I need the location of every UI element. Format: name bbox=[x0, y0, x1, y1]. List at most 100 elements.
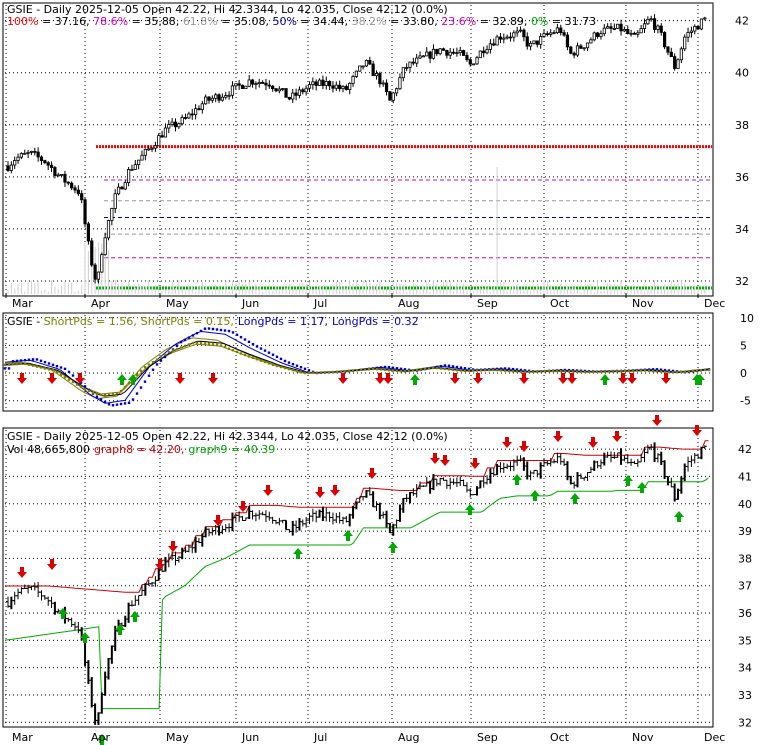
oscillator-marker bbox=[19, 359, 23, 362]
signal-arrow-sell bbox=[553, 431, 563, 442]
oscillator-arrows bbox=[17, 373, 705, 385]
candle-body bbox=[210, 97, 214, 101]
oscillator-arrow bbox=[128, 374, 138, 385]
signal-arrow-buy bbox=[293, 548, 303, 559]
oscillator-marker bbox=[623, 369, 627, 373]
oscillator-marker bbox=[159, 359, 163, 362]
oscillator-marker bbox=[51, 363, 55, 367]
oscillator-marker bbox=[287, 361, 291, 364]
candle-body bbox=[116, 186, 121, 195]
signal-arrow-sell bbox=[519, 441, 529, 452]
candle-body bbox=[673, 56, 677, 69]
candle-body bbox=[455, 52, 459, 55]
oscillator-marker bbox=[627, 369, 631, 373]
candle-body bbox=[230, 85, 235, 96]
oscillator-marker bbox=[63, 367, 67, 371]
oscillator-marker bbox=[151, 360, 155, 364]
oscillator-marker bbox=[123, 385, 127, 389]
candle-body bbox=[130, 168, 134, 171]
candle-body bbox=[147, 148, 151, 151]
oscillator-arrow bbox=[117, 374, 127, 385]
candle-body bbox=[585, 42, 590, 49]
oscillator-marker bbox=[211, 342, 215, 346]
oscillator-marker bbox=[427, 367, 431, 370]
oscillator-marker bbox=[31, 364, 35, 367]
candle-body bbox=[29, 150, 34, 153]
signal-arrow-buy bbox=[637, 482, 647, 493]
oscillator-marker bbox=[219, 328, 223, 332]
oscillator-marker bbox=[447, 368, 451, 371]
bar-subheader: Vol 48,665,800 graph8 = 42.20, graph9 = 40… bbox=[7, 443, 275, 456]
candle-body bbox=[689, 30, 694, 33]
oscillator-marker bbox=[147, 363, 151, 366]
fib-legend-label: 38.2% bbox=[352, 15, 387, 28]
oscillator-marker bbox=[111, 404, 115, 407]
oscillator-marker bbox=[671, 371, 675, 374]
oscillator-marker bbox=[579, 370, 583, 374]
oscillator-marker bbox=[95, 395, 99, 399]
candle-body bbox=[183, 117, 188, 119]
candle-body bbox=[234, 83, 238, 87]
oscillator-marker bbox=[239, 352, 243, 355]
candle-body bbox=[522, 29, 526, 38]
oscillator-marker bbox=[199, 329, 203, 333]
oscillator-marker bbox=[227, 329, 231, 333]
oscillator-marker bbox=[459, 369, 463, 372]
oscillator-marker bbox=[35, 365, 39, 368]
candle-body bbox=[100, 254, 104, 273]
oscillator-marker bbox=[543, 370, 547, 373]
signal-arrow-buy bbox=[512, 474, 522, 485]
signal-arrow-sell bbox=[17, 567, 27, 578]
oscillator-marker bbox=[191, 341, 195, 345]
candle-body bbox=[173, 121, 178, 128]
candle-body bbox=[13, 160, 17, 166]
signal-arrow-sell bbox=[315, 487, 325, 498]
candle-body bbox=[153, 145, 157, 149]
candle-body bbox=[569, 46, 573, 54]
signal-arrow-sell bbox=[263, 485, 273, 496]
candle-body bbox=[324, 81, 328, 86]
oscillator-marker bbox=[551, 369, 555, 373]
oscillator-marker bbox=[603, 370, 607, 373]
candle-body bbox=[398, 77, 402, 90]
oscillator-marker bbox=[511, 367, 515, 371]
candle-body bbox=[197, 108, 201, 111]
oscillator-marker bbox=[255, 358, 259, 361]
oscillator-marker bbox=[331, 370, 335, 374]
candle-body bbox=[260, 82, 265, 84]
candle-body bbox=[401, 67, 405, 79]
candle-body bbox=[589, 39, 593, 44]
candle-body bbox=[565, 34, 570, 48]
candle-body bbox=[274, 88, 278, 92]
oscillator-marker bbox=[199, 341, 203, 345]
oscillator-marker bbox=[267, 351, 271, 354]
candle-body bbox=[16, 156, 20, 161]
candle-body bbox=[43, 160, 47, 164]
candle-body bbox=[96, 271, 101, 280]
candle-body bbox=[669, 51, 673, 57]
oscillator-marker bbox=[31, 358, 35, 361]
oscillator-marker bbox=[391, 369, 395, 372]
candle-body bbox=[488, 43, 493, 50]
oscillator-marker bbox=[663, 370, 667, 374]
oscillator-y-tick: 0 bbox=[740, 367, 747, 380]
bar-y-tick: 40 bbox=[738, 498, 752, 511]
oscillator-marker bbox=[383, 368, 387, 372]
oscillator-marker bbox=[511, 370, 515, 373]
candle-body bbox=[321, 79, 325, 86]
candle-body bbox=[73, 187, 77, 191]
oscillator-marker bbox=[523, 369, 527, 372]
oscillator-legend-item: LongPds = 0.32 bbox=[332, 315, 419, 328]
candle-body bbox=[187, 113, 191, 119]
oscillator-marker bbox=[683, 370, 687, 373]
oscillator-marker bbox=[27, 363, 31, 366]
bar-header: GSIE - Daily 2025-12-05 Open 42.22, Hi 4… bbox=[7, 430, 448, 443]
oscillator-marker bbox=[131, 398, 135, 401]
oscillator-marker bbox=[211, 327, 215, 331]
oscillator-marker bbox=[35, 358, 39, 361]
oscillator-marker bbox=[431, 366, 435, 370]
price-bars bbox=[6, 442, 707, 725]
oscillator-marker bbox=[379, 366, 383, 369]
oscillator-marker bbox=[295, 370, 299, 373]
oscillator-marker bbox=[403, 368, 407, 371]
